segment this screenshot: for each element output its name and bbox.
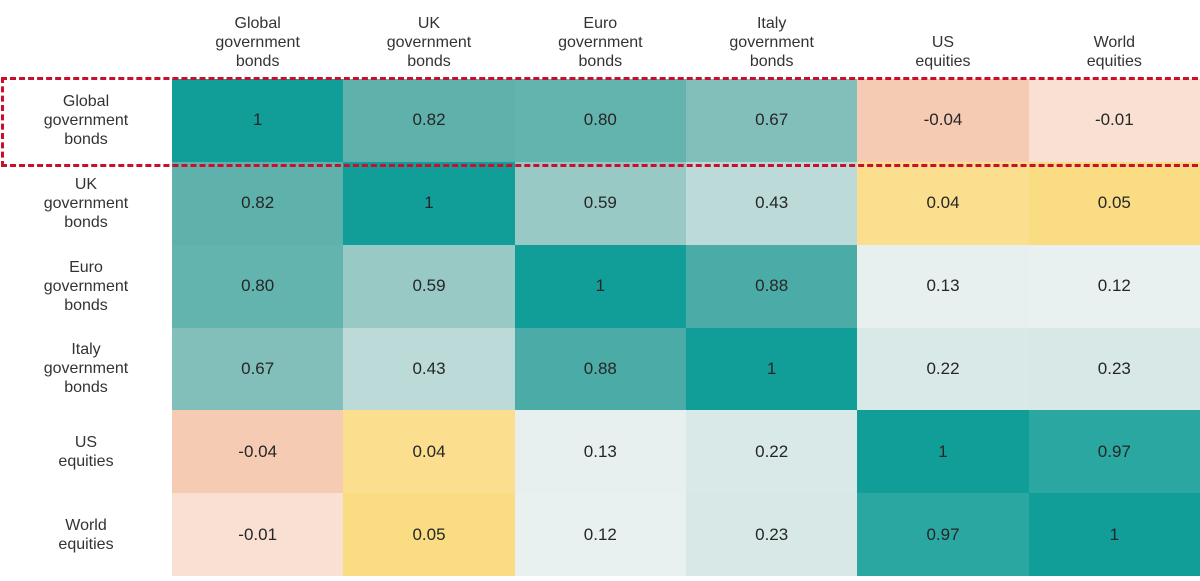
heatmap-cell: 0.04 <box>857 161 1029 245</box>
heatmap-cell: 0.67 <box>685 79 858 162</box>
column-header: Global government bonds <box>172 0 344 79</box>
heatmap-cell: 0.82 <box>343 79 515 162</box>
heatmap-cell: -0.04 <box>172 410 344 494</box>
heatmap-cell: 0.05 <box>343 493 515 576</box>
heatmap-cell: 0.88 <box>514 327 686 411</box>
row-label: Italy government bonds <box>0 327 172 411</box>
heatmap-cell: 0.80 <box>172 244 344 328</box>
heatmap-cell: 0.04 <box>343 410 515 494</box>
heatmap-cell: 0.59 <box>343 244 515 328</box>
heatmap-cell: 1 <box>172 79 344 162</box>
row-label: Global government bonds <box>0 79 172 162</box>
heatmap-cell: 0.22 <box>857 327 1029 411</box>
corner-cell <box>0 0 172 79</box>
heatmap-cell: 0.88 <box>685 244 858 328</box>
heatmap-cell: 0.05 <box>1028 161 1200 245</box>
heatmap-cell: 0.13 <box>514 410 686 494</box>
row-label: UK government bonds <box>0 161 172 245</box>
heatmap-cell: 0.97 <box>1028 410 1200 494</box>
heatmap-cell: 0.23 <box>685 493 858 576</box>
heatmap-cell: 0.23 <box>1028 327 1200 411</box>
heatmap-cell: 0.12 <box>1028 244 1200 328</box>
heatmap-cell: 1 <box>1028 493 1200 576</box>
heatmap-cell: 1 <box>343 161 515 245</box>
column-header: Euro government bonds <box>514 0 686 79</box>
column-header: US equities <box>857 0 1029 79</box>
row-label: US equities <box>0 410 172 494</box>
heatmap-cell: 0.13 <box>857 244 1029 328</box>
heatmap-cell: 1 <box>514 244 686 328</box>
heatmap-cell: 0.97 <box>857 493 1029 576</box>
heatmap-cell: 0.67 <box>172 327 344 411</box>
heatmap-cell: 0.12 <box>514 493 686 576</box>
row-label: World equities <box>0 493 172 576</box>
column-header: Italy government bonds <box>685 0 858 79</box>
column-header: UK government bonds <box>343 0 515 79</box>
heatmap-cell: 1 <box>685 327 858 411</box>
column-header: World equities <box>1028 0 1200 79</box>
heatmap-cell: 0.80 <box>514 79 686 162</box>
heatmap-cell: 0.59 <box>514 161 686 245</box>
heatmap-cell: -0.01 <box>1028 79 1200 162</box>
row-label: Euro government bonds <box>0 244 172 328</box>
heatmap-cell: 1 <box>857 410 1029 494</box>
heatmap-cell: 0.43 <box>343 327 515 411</box>
heatmap-cell: 0.22 <box>685 410 858 494</box>
heatmap-cell: -0.04 <box>857 79 1029 162</box>
heatmap-cell: 0.43 <box>685 161 858 245</box>
heatmap-cell: -0.01 <box>172 493 344 576</box>
heatmap-cell: 0.82 <box>172 161 344 245</box>
